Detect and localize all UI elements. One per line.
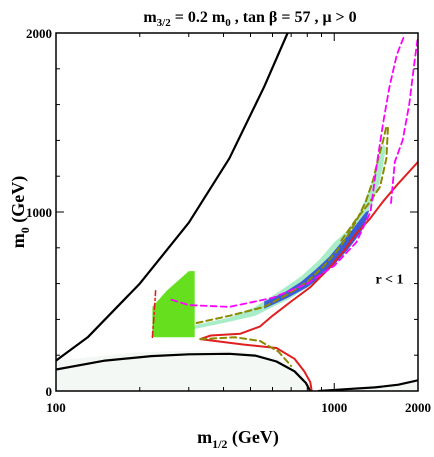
x-tick-label-1000: 1000 bbox=[321, 400, 347, 415]
xlabel-unit: (GeV) bbox=[227, 427, 278, 448]
y-axis-label: m0 (GeV) bbox=[8, 176, 32, 248]
annotation-r-lt-1: r < 1 bbox=[376, 273, 404, 288]
ylabel-sub: 0 bbox=[18, 227, 32, 233]
title-m-sub: 3/2 bbox=[157, 17, 172, 29]
series-line-magenta-dashed-8 bbox=[390, 39, 418, 204]
title-m0-sub: 0 bbox=[225, 17, 231, 29]
series-line-black-solid-0 bbox=[56, 33, 289, 362]
series-line-red-dashdot-9 bbox=[151, 289, 157, 339]
y-tick-label-1000: 1000 bbox=[26, 205, 52, 220]
series-line-olive-dashed-4 bbox=[199, 336, 293, 367]
tick-labels-layer: 100 1000 2000 0 1000 2000 bbox=[26, 26, 431, 415]
series-line-black-solid-2 bbox=[317, 379, 418, 391]
x-axis-label: m1/2 (GeV) bbox=[197, 427, 279, 451]
ylabel-unit: (GeV) bbox=[8, 176, 29, 227]
series-layer bbox=[56, 33, 418, 391]
y-axis-label-group: m0 (GeV) bbox=[8, 176, 32, 248]
x-tick-label-100: 100 bbox=[46, 400, 66, 415]
region-wmap-dark-band bbox=[264, 210, 370, 309]
ticks-layer bbox=[55, 32, 419, 392]
y-tick-label-0: 0 bbox=[46, 384, 53, 399]
series-line-olive-dashed-5 bbox=[195, 125, 388, 324]
x-tick-label-2000: 2000 bbox=[405, 400, 431, 415]
xlabel-sub: 1/2 bbox=[212, 437, 227, 451]
series-line-black-solid-1 bbox=[56, 352, 312, 391]
ylabel-main: m bbox=[8, 233, 28, 248]
series-line-olive-dashed-6 bbox=[340, 125, 389, 242]
y-tick-label-2000: 2000 bbox=[26, 26, 52, 41]
xlabel-main: m bbox=[197, 427, 212, 447]
title-rest: , tan β = 57 , μ > 0 bbox=[231, 9, 357, 26]
series-line-red-solid-3 bbox=[199, 160, 418, 391]
title-eq: = 0.2 m bbox=[171, 9, 226, 26]
chart-title: m3/2 = 0.2 m0 , tan β = 57 , μ > 0 bbox=[143, 9, 356, 29]
series-line-magenta-dashed-7 bbox=[170, 35, 405, 308]
region-bsg-green-band bbox=[152, 271, 195, 338]
title-m: m bbox=[143, 9, 157, 26]
region-charged-lsp-bottom bbox=[56, 350, 314, 391]
region-charged-lsp-right bbox=[321, 380, 418, 391]
regions-layer bbox=[56, 144, 418, 391]
